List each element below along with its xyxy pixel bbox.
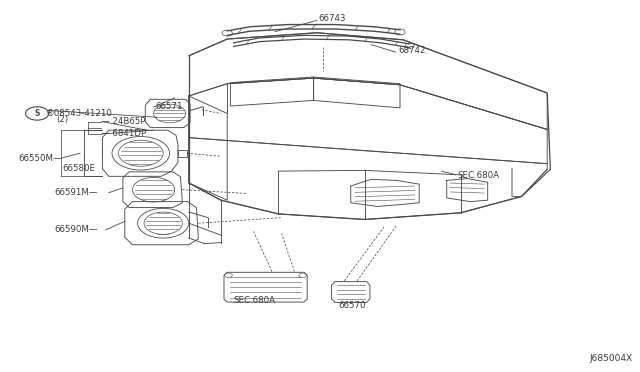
Text: (2): (2) (56, 115, 68, 124)
Text: 66550M—: 66550M— (18, 154, 61, 163)
Text: 66580E: 66580E (62, 164, 95, 173)
Text: 66571: 66571 (155, 102, 182, 110)
Text: S: S (35, 109, 40, 118)
Text: 68742: 68742 (398, 46, 426, 55)
Text: 66743: 66743 (318, 14, 346, 23)
Text: J685004X: J685004X (589, 354, 632, 363)
Text: SEC.680A: SEC.680A (458, 171, 500, 180)
Text: 66590M—: 66590M— (54, 225, 98, 234)
Text: — 6841DP: — 6841DP (101, 129, 147, 138)
Text: 66591M—: 66591M— (54, 188, 98, 197)
Text: SEC.680A: SEC.680A (234, 296, 276, 305)
Text: 66570: 66570 (338, 301, 365, 310)
Text: ®08543-41210: ®08543-41210 (46, 109, 113, 118)
Text: — 24B65P: — 24B65P (101, 117, 146, 126)
